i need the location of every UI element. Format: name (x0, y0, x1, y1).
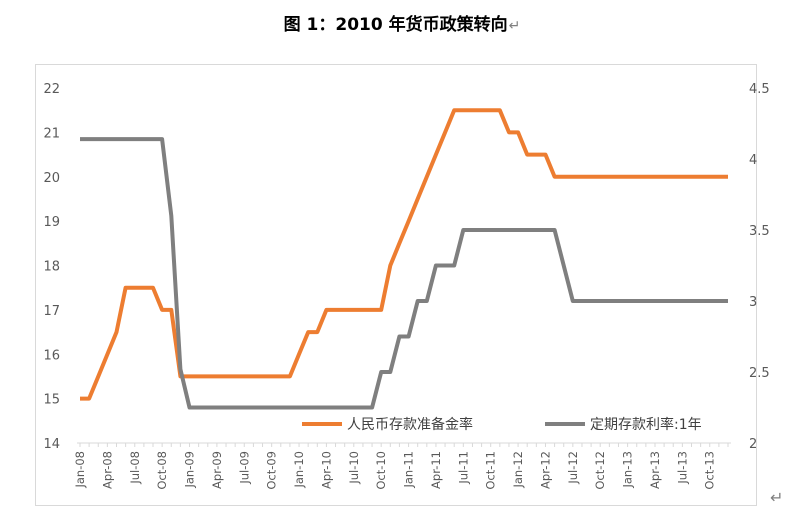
x-tick-label: Oct-12 (593, 451, 607, 490)
left-y-tick-label: 17 (43, 304, 60, 319)
x-tick-label: Oct-08 (155, 451, 169, 490)
left-y-tick-label: 16 (43, 348, 60, 363)
x-tick-label: Jul-11 (456, 451, 470, 485)
x-tick-label: Jan-12 (511, 451, 525, 489)
left-y-tick-label: 21 (43, 126, 60, 141)
x-tick-label: Oct-10 (374, 451, 388, 490)
left-y-tick-label: 20 (43, 171, 60, 186)
corner-paragraph-mark: ↵ (770, 488, 784, 507)
left-y-tick-label: 19 (43, 215, 60, 230)
x-tick-label: Apr-13 (648, 451, 662, 489)
series-layer (80, 108, 728, 410)
right-y-tick-label: 4 (749, 153, 757, 168)
x-tick-label: Jul-13 (675, 451, 689, 485)
x-tick-label: Jul-10 (347, 451, 361, 485)
right-y-tick-label: 2.5 (749, 366, 770, 381)
legend-label-1: 人民币存款准备金率 (347, 416, 473, 433)
legend-label-2: 定期存款利率:1年 (590, 416, 702, 433)
right-y-tick-label: 3 (749, 295, 757, 310)
right-y-tick-label: 3.5 (749, 224, 770, 239)
x-tick-label: Jul-12 (566, 451, 580, 485)
x-tick-label: Apr-11 (429, 451, 443, 489)
left-y-tick-label: 15 (43, 393, 60, 408)
x-tick-label: Oct-09 (265, 451, 279, 490)
x-tick-label: Oct-13 (703, 451, 717, 490)
x-tick-label: Apr-10 (319, 451, 333, 489)
right-y-tick-label: 4.5 (749, 82, 770, 97)
x-tick-label: Jul-09 (237, 451, 251, 485)
x-tick-label: Apr-12 (538, 451, 552, 489)
left-y-axis-ticks: 14 15 16 17 18 19 20 21 22 (43, 82, 60, 452)
x-tick-label: Apr-08 (100, 451, 114, 489)
right-y-tick-label: 2 (749, 437, 757, 452)
x-tick-label: Apr-09 (210, 451, 224, 489)
chart-title-text: 图 1：2010 年货币政策转向 (283, 15, 508, 35)
left-y-tick-label: 18 (43, 260, 60, 275)
x-tick-label: Jan-13 (621, 451, 635, 489)
x-tick-label: Oct-11 (484, 451, 498, 490)
x-tick-label: Jan-10 (292, 451, 306, 489)
left-y-tick-label: 22 (43, 82, 60, 97)
chart-area-border (35, 64, 757, 506)
right-y-axis-ticks: 2 2.5 3 3.5 4 4.5 (749, 82, 770, 452)
paragraph-mark: ↵ (508, 18, 521, 34)
series-line-2 (80, 137, 728, 410)
chart-title: 图 1：2010 年货币政策转向↵ (0, 10, 804, 35)
x-tick-label: Jul-08 (128, 451, 142, 485)
x-tick-label: Jan-09 (183, 451, 197, 489)
left-y-tick-label: 14 (43, 437, 60, 452)
legend: 人民币存款准备金率 定期存款利率:1年 (302, 416, 702, 433)
x-tick-label: Jan-08 (73, 451, 87, 489)
x-axis-ticks: Jan-08 Apr-08 Jul-08 Oct-08 Jan-09 Apr-09 Jul-… (73, 443, 729, 490)
series-line-1 (80, 108, 728, 401)
x-tick-label: Jan-11 (402, 451, 416, 489)
